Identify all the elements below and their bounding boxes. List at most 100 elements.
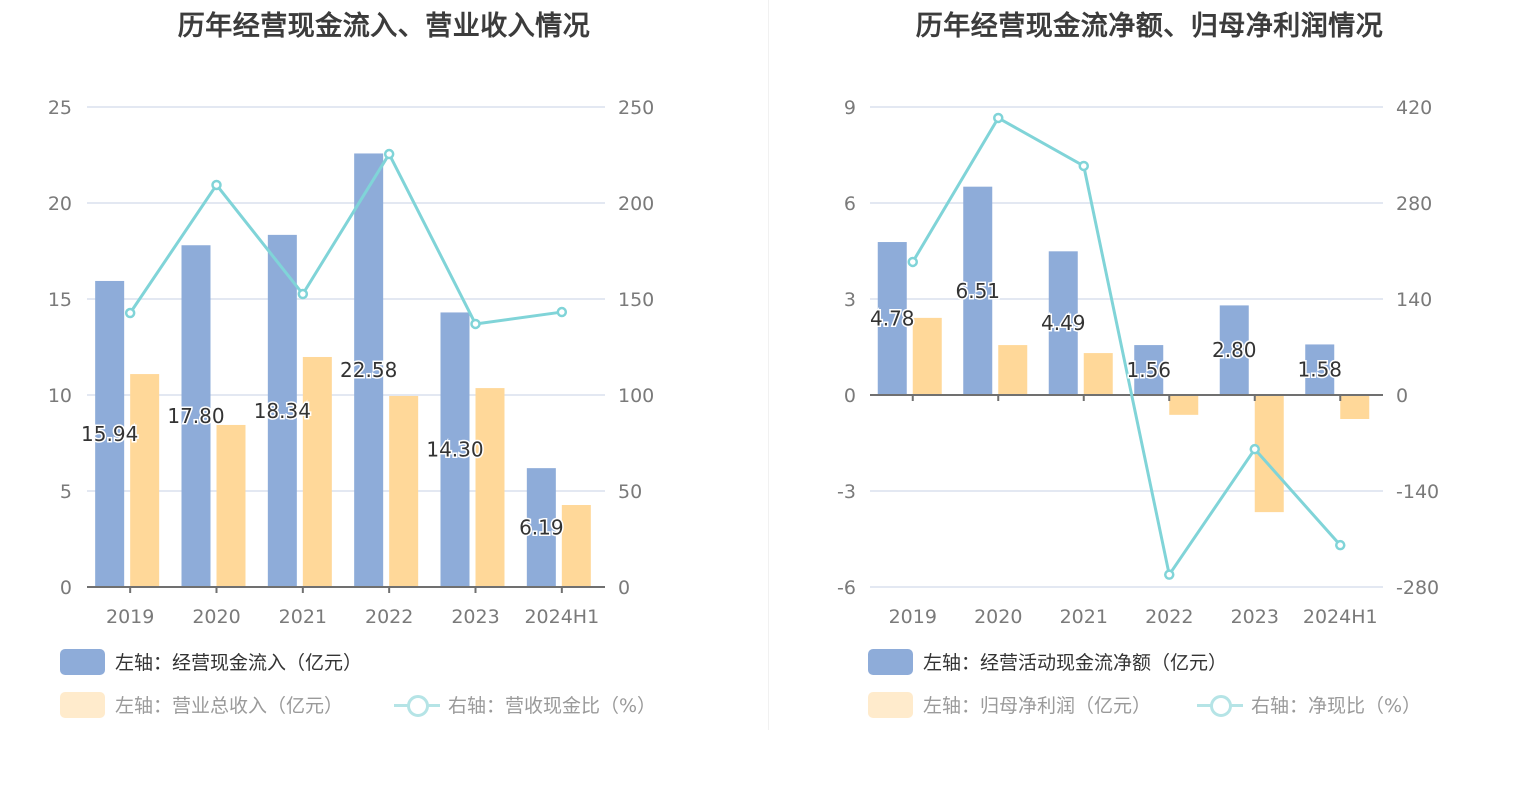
x-tick-label: 2021 [279,606,327,628]
bar [1305,344,1335,395]
bar-series-2 [912,317,1370,513]
line-point [297,288,309,300]
legend-item-net-cash-flow[interactable]: 左轴：经营活动现金流净额（亿元） [868,648,1227,675]
y-left-tick-label: -6 [837,577,856,599]
bar [267,234,297,587]
bar-data-label: 6.19 [519,516,564,540]
y-right-tick-label: 420 [1396,97,1432,119]
bar-data-label: 2.80 [1212,338,1257,362]
y-left-tick-label: 25 [48,97,72,119]
bar-data-label: 17.80 [167,404,224,428]
line-point [383,148,395,160]
bar-data-label: 1.56 [1126,358,1171,382]
line-point [993,112,1004,124]
legend-label: 左轴：营业总收入（亿元） [115,695,344,717]
y-right-tick-label: 100 [618,385,654,407]
line-point [1335,539,1346,551]
y-left-tick-label: 6 [844,193,856,215]
chart-panel-net-cash-flow: 历年经营现金流净额、归母净利润情况 -6 -3 0 3 6 9 -280 -140 0 140 28… [768,0,1531,786]
bar [440,312,470,587]
bar [1083,353,1113,395]
x-tick-label: 2024H1 [1303,606,1378,628]
legend-label: 右轴：净现比（%） [1251,695,1422,717]
line-point [907,256,918,268]
bar-data-label: 22.58 [340,358,397,382]
y-right-tick-label: -140 [1396,481,1439,503]
line-series [911,115,1342,579]
line-point [1249,443,1260,455]
bar [526,468,556,587]
bar [302,356,332,587]
chart-title: 历年经营现金流净额、归母净利润情况 [915,11,1384,42]
line-point [1164,569,1175,580]
legend-item-cash-inflow[interactable]: 左轴：经营现金流入（亿元） [60,648,362,675]
y-left-tick-label: -3 [837,481,856,503]
bar-data-label: 15.94 [81,422,138,446]
bar [354,153,384,588]
x-tick-label: 2023 [451,606,499,628]
line-point [211,179,222,191]
y-right-tick-label: 50 [618,481,642,503]
y-right-tick-label: 0 [1396,385,1408,407]
panel-divider [768,0,769,730]
x-tick-label: 2021 [1060,606,1108,628]
bar [1048,251,1078,395]
legend-item-net-cash-ratio[interactable]: 右轴：净现比（%） [1197,691,1421,718]
legend-label: 右轴：营收现金比（%） [448,695,657,717]
x-tick-label: 2023 [1231,606,1279,628]
line-point [556,306,568,318]
legend-item-net-profit[interactable]: 左轴：归母净利润（亿元） [868,691,1151,718]
legend-label: 左轴：归母净利润（亿元） [923,695,1152,717]
gridlines [870,106,1383,588]
bar [216,424,246,587]
legend-swatch-orange [60,691,105,718]
chart-title: 历年经营现金流入、营业收入情况 [177,11,591,42]
x-tick-label: 2020 [192,606,240,628]
bar [389,395,419,587]
x-tick-label: 2022 [365,606,413,628]
bar-data-label: 4.49 [1041,311,1086,335]
bar-data-label: 1.58 [1297,358,1342,382]
line-point [1078,160,1089,172]
legend-item-revenue[interactable]: 左轴：营业总收入（亿元） [60,691,343,718]
legend-line-circle-icon [1197,692,1243,718]
bar [475,388,505,587]
y-right-tick-label: 140 [1396,289,1432,311]
bar-data-label: 6.51 [955,279,1000,303]
bar [1219,305,1249,395]
bar [912,317,942,395]
bar-data-label: 4.78 [870,307,915,331]
bar [181,245,211,588]
x-tick-label: 2019 [106,606,154,628]
chart-plot-area: -6 -3 0 3 6 9 -280 -140 0 140 280 420 2019 2020 2021 20… [837,97,1439,628]
bar-data-label: 14.30 [426,438,483,462]
bar [877,242,907,395]
legend-item-ratio[interactable]: 右轴：营收现金比（%） [394,691,656,718]
y-left-tick-label: 9 [844,97,856,119]
y-left-tick-label: 3 [844,289,856,311]
bar-series-1 [95,153,556,588]
y-right-tick-label: 200 [618,193,654,215]
bar [130,374,160,587]
y-right-tick-label: 280 [1396,193,1432,215]
y-left-tick-label: 5 [60,481,72,503]
legend-swatch-blue [60,648,105,675]
x-tick-label: 2022 [1145,606,1193,628]
y-left-tick-label: 0 [60,577,72,599]
bar [1134,345,1164,395]
gridlines [87,106,605,492]
line-series [128,150,563,326]
y-left-tick-label: 10 [48,385,72,407]
legend-label: 左轴：经营活动现金流净额（亿元） [923,652,1228,674]
y-left-tick-label: 20 [48,193,72,215]
y-right-tick-label: -280 [1396,577,1439,599]
bar [1169,395,1199,415]
bar [1340,395,1370,419]
y-left-tick-label: 15 [48,289,72,311]
bar [95,280,125,587]
y-right-tick-label: 150 [618,289,654,311]
y-right-tick-label: 0 [618,577,630,599]
x-tick-label: 2019 [889,606,937,628]
bar [998,345,1028,395]
